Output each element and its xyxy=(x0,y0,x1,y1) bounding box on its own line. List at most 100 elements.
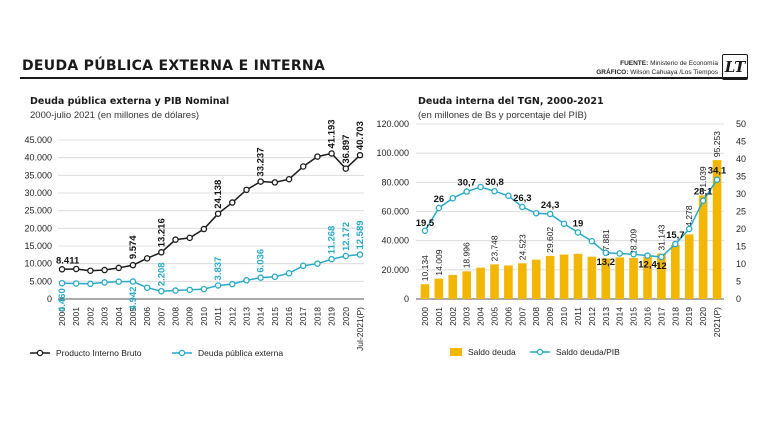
chart1-x-tick-label: 2006 xyxy=(142,307,152,326)
chart1-debt-data-label: 2.208 xyxy=(156,262,167,286)
chart1-debt-point xyxy=(115,278,123,285)
chart1-gdp-point xyxy=(299,163,307,170)
chart1-x-tick-label: 2004 xyxy=(114,307,124,326)
chart1-debt-point xyxy=(87,280,94,288)
chart1-y-tick-label: 25.000 xyxy=(24,206,52,216)
chart1-debt-point xyxy=(186,286,193,294)
chart1-gdp-point xyxy=(285,175,293,183)
chart1-x-tick-label: 2019 xyxy=(327,307,337,326)
chart1-subtitle: 2000-julio 2021 (en millones de dólares) xyxy=(30,110,199,121)
chart1-gdp-point xyxy=(356,151,364,159)
chart1-y-tick-label: 20.000 xyxy=(24,223,52,233)
source-label: FUENTE: xyxy=(620,60,649,67)
chart1-gdp-point xyxy=(115,264,123,272)
chart1-debt-point xyxy=(285,269,293,277)
chart1-gdp-point xyxy=(129,261,137,269)
chart1-title: Deuda pública externa y PIB Nominal xyxy=(30,96,229,107)
chart1-x-tick-label: 2001 xyxy=(71,307,81,326)
legend-gdp-label: Producto Interno Bruto xyxy=(56,348,142,358)
chart1-debt-data-label: 6.036 xyxy=(256,249,267,273)
legend-debt-label: Deuda pública externa xyxy=(198,348,283,358)
chart1-debt-point xyxy=(129,278,137,285)
chart1-x-tick-label: 2009 xyxy=(185,307,195,326)
chart1-gdp-point xyxy=(271,179,279,186)
chart1-gdp-point xyxy=(200,225,208,233)
newspaper-logo: LT xyxy=(722,54,748,80)
chart1-gdp-data-label: 8.411 xyxy=(56,255,80,266)
chart1-x-tick-label: 2017 xyxy=(298,307,308,326)
chart1-gdp-data-label: 40.703 xyxy=(355,121,366,150)
chart1-y-tick-label: 15.000 xyxy=(24,241,52,251)
header-divider xyxy=(20,77,747,79)
chart1-gdp-point xyxy=(186,234,193,242)
chart1-debt-point xyxy=(299,262,307,270)
chart1-x-tick-label: 2020 xyxy=(341,307,351,326)
chart1-gdp-point xyxy=(72,265,80,273)
chart1-debt-point xyxy=(342,252,350,260)
chart1-x-tick-label: 2011 xyxy=(213,307,223,326)
chart1-debt-point xyxy=(229,280,236,288)
chart1-x-tick-label: 2012 xyxy=(227,307,237,326)
chart1-gdp-data-label: 33.237 xyxy=(256,148,267,177)
chart1-y-tick-label: 0 xyxy=(47,294,52,304)
chart1-debt-point xyxy=(328,255,335,263)
chart1-debt-point xyxy=(172,287,179,294)
chart1-debt-data-label: 4.942 xyxy=(128,287,139,311)
chart1-gdp-point xyxy=(172,236,179,243)
chart1-x-tick-label: 2007 xyxy=(156,307,166,326)
chart1-debt-data-label: 12.172 xyxy=(341,222,352,251)
chart1-y-tick-label: 5.000 xyxy=(29,276,52,286)
chart1-gdp-point xyxy=(229,199,236,206)
chart1-debt-point xyxy=(314,260,321,267)
chart1-debt-point xyxy=(143,284,151,291)
chart1-debt-point xyxy=(271,273,279,280)
chart1-x-tick-label: 2005 xyxy=(128,307,138,326)
chart1-debt-point xyxy=(214,282,222,289)
chart1-gdp-point xyxy=(328,150,335,157)
chart1-debt-data-label: 3.837 xyxy=(213,257,224,281)
legend-gdp-marker xyxy=(36,349,44,357)
chart1-x-tick-label: 2002 xyxy=(85,307,95,326)
chart1-debt-data-label: 11.268 xyxy=(327,226,338,255)
chart1-debt-point xyxy=(58,279,66,287)
chart1-gdp-point xyxy=(87,267,94,274)
chart1-gdp-data-label: 41.193 xyxy=(327,119,338,148)
chart1-y-tick-label: 45.000 xyxy=(24,135,52,145)
chart1-x-tick-label: 2008 xyxy=(171,307,181,326)
chart1-gdp-point xyxy=(342,165,350,172)
chart1-gdp-point xyxy=(243,186,250,194)
chart1-x-tick-label: 2016 xyxy=(284,307,294,326)
chart1-x-tick-label: 2013 xyxy=(241,307,251,326)
chart1-gdp-data-label: 24.138 xyxy=(213,180,224,209)
chart1-gdp-point xyxy=(158,249,165,256)
chart1-debt-data-label: 12.589 xyxy=(355,220,366,249)
chart1-gdp-point xyxy=(214,210,222,217)
chart1-x-tick-label: 2010 xyxy=(199,307,209,326)
chart1-x-tick-label: 2003 xyxy=(100,307,110,326)
chart1-gdp-point xyxy=(143,255,151,262)
credits: FUENTE: Ministerio de Economía GRÁFICO: … xyxy=(596,60,718,77)
chart1-x-tick-label: 2000 xyxy=(57,307,67,326)
chart1-debt-point xyxy=(101,279,108,286)
source-value: Ministerio de Economía xyxy=(650,60,718,67)
chart1-y-tick-label: 40.000 xyxy=(24,153,52,163)
chart1-gdp-point xyxy=(257,178,264,185)
chart1-x-tick-label: Jul-2021(P) xyxy=(355,307,365,351)
chart1-y-tick-label: 35.000 xyxy=(24,170,52,180)
legend-debt-marker xyxy=(178,349,186,357)
chart1-x-tick-label: 2014 xyxy=(256,307,266,326)
chart1-debt-point xyxy=(257,274,264,281)
chart1-debt-line xyxy=(61,253,361,292)
chart1-gdp-point xyxy=(101,266,108,274)
chart1-x-tick-label: 2015 xyxy=(270,307,280,326)
chart1-debt-point xyxy=(158,287,165,295)
chart1-debt-point xyxy=(356,251,364,258)
chart1-gdp-point xyxy=(314,153,321,160)
chart1-debt-point xyxy=(243,277,250,284)
chart1-debt-data-label: 4.460 xyxy=(57,288,68,312)
graphic-value: Wilson Cahuaya /Los Tiempos xyxy=(630,68,718,76)
chart1-y-tick-label: 10.000 xyxy=(24,259,52,269)
chart1-y-tick-label: 30.000 xyxy=(24,188,52,198)
chart1-gdp-data-label: 13.216 xyxy=(156,218,167,247)
